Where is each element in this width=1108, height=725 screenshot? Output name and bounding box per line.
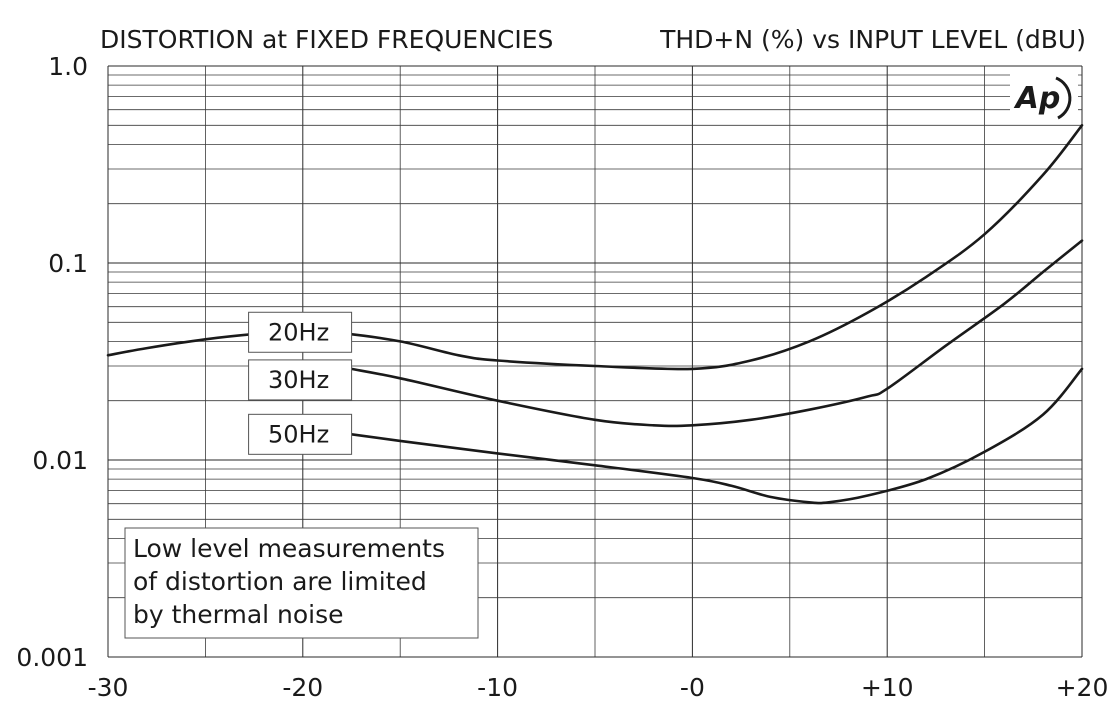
annotation-line-1: Low level measurements [133,534,445,563]
series-label-text: 30Hz [268,366,329,394]
annotation-box-frame [124,527,479,639]
series-label-50hz: 50Hz [248,413,353,455]
y-tick-label: 0.01 [32,446,88,475]
x-tick-label: -10 [477,673,518,702]
x-tick-label: -0 [680,673,705,702]
x-tick-label: +20 [1056,673,1108,702]
series-labels: 20Hz 30Hz 50Hz [248,311,353,455]
chart-title: DISTORTION at FIXED FREQUENCIES [100,25,553,54]
axes: -30 -20 -10 -0 +10 +20 1.0 0.1 0.01 0.001 [16,52,1108,702]
series-label-box [248,311,353,353]
annotation-box: Low level measurements of distortion are… [124,527,479,639]
annotation-line-2: of distortion are limited [133,567,427,596]
series-label-text: 50Hz [268,420,329,448]
series-line-30hz [350,239,1084,428]
logo-background [1010,70,1078,122]
audio-precision-logo: Ap [1010,70,1078,122]
series-label-20hz: 20Hz [248,311,353,353]
x-tick-label: +10 [861,673,914,702]
y-tick-label: 0.1 [48,249,88,278]
series-line-50hz [350,367,1084,505]
series-label-30hz: 30Hz [248,359,353,401]
series-label-box [248,413,353,455]
y-tick-label: 0.001 [16,643,88,672]
chart-subtitle: THD+N (%) vs INPUT LEVEL (dBU) [659,25,1086,54]
x-tick-label: -20 [282,673,323,702]
logo-text: Ap [1014,81,1061,116]
series-label-text: 20Hz [268,318,329,346]
series-label-box [248,359,353,401]
y-tick-label: 1.0 [48,52,88,81]
x-tick-label: -30 [88,673,129,702]
logo-arc-icon [1055,76,1072,120]
annotation-line-3: by thermal noise [133,600,344,629]
